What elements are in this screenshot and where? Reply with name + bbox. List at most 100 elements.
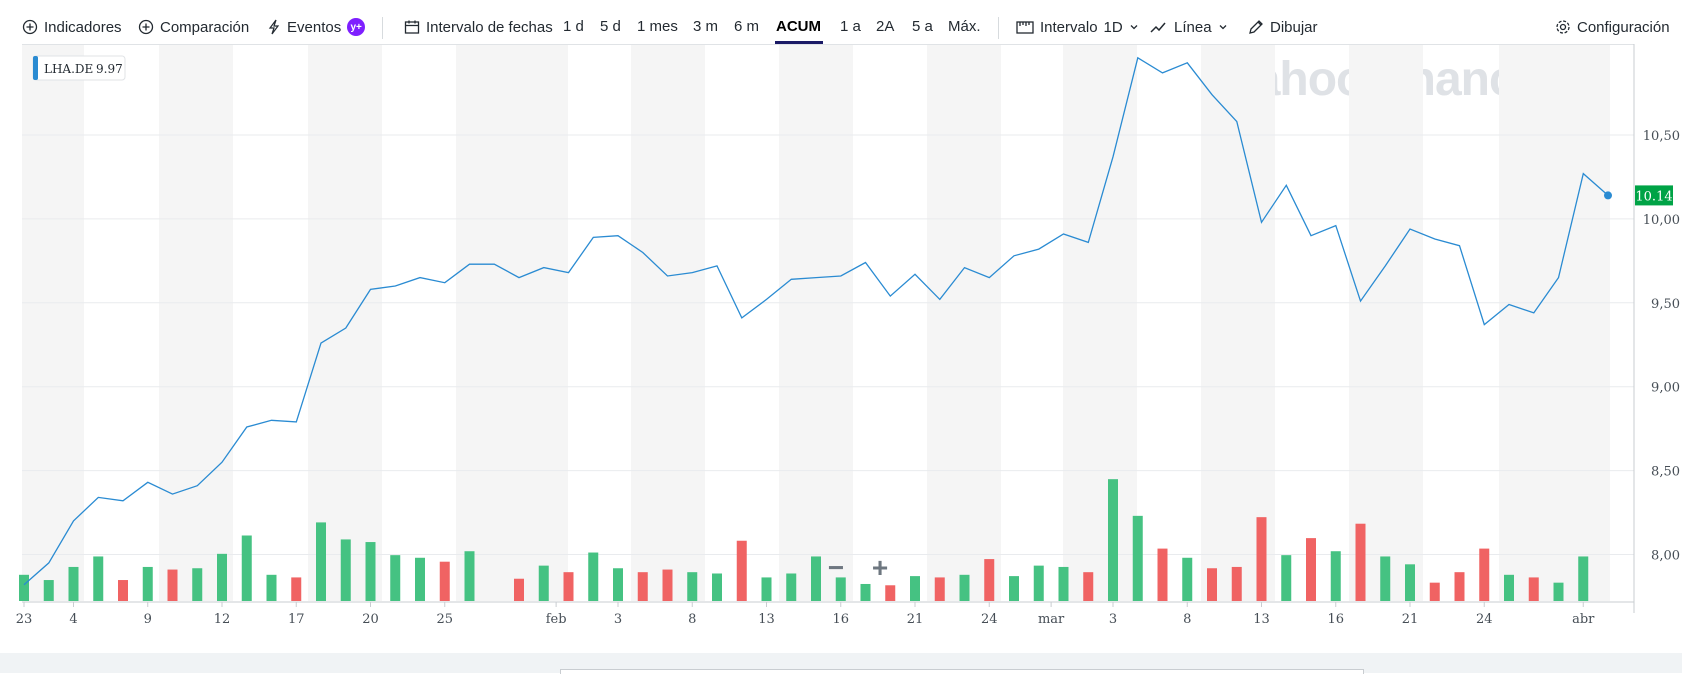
- legend-swatch: [33, 56, 38, 80]
- volume-bar: [192, 568, 203, 601]
- volume-bar: [1479, 548, 1490, 601]
- volume-bar: [1058, 566, 1069, 601]
- date-range-button[interactable]: Intervalo de fechas: [404, 16, 553, 38]
- x-tick-label: 9: [144, 612, 152, 627]
- volume-bar: [1380, 556, 1391, 601]
- volume-bar: [1231, 566, 1242, 601]
- week-band: [456, 44, 568, 601]
- x-tick-label: 8: [688, 612, 696, 627]
- volume-bar: [266, 574, 277, 601]
- volume-bar: [1207, 568, 1217, 601]
- range-max[interactable]: Máx.: [948, 18, 981, 35]
- volume-bar: [1033, 565, 1044, 601]
- volume-bar: [860, 583, 871, 601]
- volume-bar: [43, 580, 54, 601]
- x-tick-label: 24: [1476, 612, 1493, 627]
- volume-bar: [588, 552, 599, 601]
- volume-bar: [1182, 557, 1193, 601]
- x-tick-label: 13: [758, 612, 775, 627]
- volume-bar: [637, 572, 648, 601]
- settings-button[interactable]: Configuración: [1555, 16, 1670, 38]
- indicators-button[interactable]: Indicadores: [22, 16, 122, 38]
- footer-bar: [0, 653, 1682, 673]
- volume-bar: [1355, 523, 1366, 601]
- date-range-label: Intervalo de fechas: [426, 18, 553, 36]
- x-tick-label: 13: [1253, 612, 1270, 627]
- y-tick-label: 9,00: [1651, 381, 1680, 396]
- range-1y[interactable]: 1 a: [840, 18, 861, 35]
- active-range-underline: [775, 41, 823, 44]
- price-tag-label: 10.14: [1635, 189, 1672, 204]
- volume-bar: [464, 551, 475, 601]
- volume-bar: [885, 585, 896, 601]
- volume-bar: [439, 561, 450, 601]
- volume-bar: [340, 539, 351, 601]
- price-chart[interactable]: 8,00 8,50 9,00 9,50 10,00 10,50 10.14 23 4 9 12 17 2…: [0, 44, 1682, 644]
- range-6m[interactable]: 6 m: [734, 18, 760, 35]
- price-line: [23, 56, 1609, 586]
- volume-bar: [761, 577, 772, 601]
- week-band: [1349, 44, 1423, 601]
- range-3m[interactable]: 3 m: [693, 18, 719, 35]
- calendar-icon: [404, 20, 420, 34]
- interval-value: 1D: [1103, 18, 1123, 36]
- volume-bar: [19, 574, 29, 601]
- zoom-out-button[interactable]: −: [818, 550, 854, 586]
- volume-bar: [1504, 574, 1514, 601]
- volume-bar: [538, 565, 549, 601]
- volume-bar: [786, 573, 797, 601]
- volume-bar: [365, 542, 376, 601]
- volume-bar: [1528, 577, 1539, 601]
- volume-bar: [934, 577, 945, 601]
- chart-type-label: Línea: [1174, 18, 1212, 36]
- week-band: [779, 44, 853, 601]
- volume-bar: [1009, 576, 1019, 601]
- volume-bar: [910, 576, 920, 601]
- comparison-label: Comparación: [160, 18, 250, 36]
- volume-bar: [1330, 551, 1341, 601]
- week-band: [308, 44, 382, 601]
- range-1d[interactable]: 1 d: [563, 18, 584, 35]
- volume-bar: [241, 535, 252, 601]
- week-band: [159, 44, 233, 601]
- volume-bar: [959, 574, 970, 601]
- volume-bar: [1108, 479, 1118, 601]
- volume-bar: [1132, 515, 1143, 601]
- y-tick-label: 8,00: [1651, 549, 1680, 564]
- lightning-icon: [268, 19, 280, 35]
- x-tick-label: abr: [1572, 612, 1595, 627]
- add-circle-icon: [22, 19, 38, 35]
- chevron-down-icon: [1219, 25, 1227, 30]
- comparison-button[interactable]: Comparación: [138, 16, 249, 38]
- events-button[interactable]: Eventos y+: [267, 16, 366, 38]
- interval-dropdown[interactable]: Intervalo 1D: [1016, 16, 1139, 38]
- range-1m[interactable]: 1 mes: [637, 18, 678, 35]
- add-circle-icon: [138, 19, 154, 35]
- volume-bar: [291, 577, 302, 601]
- range-5y[interactable]: 5 a: [912, 18, 933, 35]
- indicators-label: Indicadores: [44, 18, 122, 36]
- x-tick-label: 20: [362, 612, 379, 627]
- legend-value: 9.97: [96, 62, 123, 76]
- legend-symbol: LHA.DE: [44, 62, 93, 76]
- premium-badge: y+: [347, 18, 366, 36]
- x-tick-label: 3: [1109, 612, 1117, 627]
- volume-bar: [984, 559, 995, 601]
- y-tick-label: 8,50: [1651, 465, 1680, 480]
- x-tick-label: 16: [1327, 612, 1344, 627]
- volume-bar: [1256, 517, 1267, 601]
- chart-type-dropdown[interactable]: Línea: [1150, 16, 1228, 38]
- gear-icon: [1556, 20, 1570, 34]
- draw-label: Dibujar: [1270, 18, 1318, 36]
- week-band: [1063, 44, 1137, 601]
- zoom-in-button[interactable]: +: [862, 550, 898, 586]
- volume-bar: [142, 566, 153, 601]
- events-label: Eventos: [287, 18, 342, 36]
- range-ytd[interactable]: ACUM: [776, 18, 821, 35]
- line-chart-icon: [1150, 22, 1166, 33]
- range-5d[interactable]: 5 d: [600, 18, 621, 35]
- x-tick-label: 23: [16, 612, 33, 627]
- range-2y[interactable]: 2A: [876, 18, 895, 35]
- draw-button[interactable]: Dibujar: [1248, 16, 1318, 38]
- volume-bar: [1083, 572, 1094, 601]
